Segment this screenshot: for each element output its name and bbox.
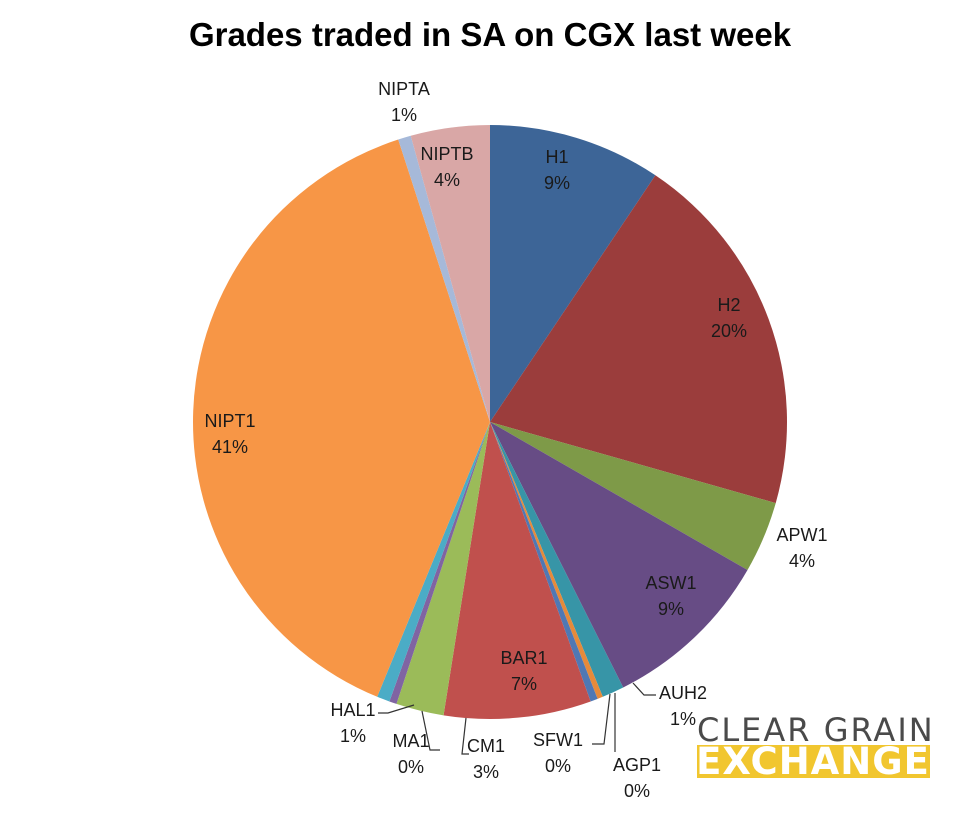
leader-lines <box>378 682 656 755</box>
slice-label-percent: 41% <box>212 437 248 457</box>
slice-label-cm1: CM1 3% <box>467 736 505 782</box>
slice-label-percent: 9% <box>658 599 684 619</box>
slice-asw1 <box>490 422 748 688</box>
slice-niptb <box>410 125 490 422</box>
slice-label-percent: 1% <box>670 709 696 729</box>
slice-label-name: BAR1 <box>500 648 547 668</box>
slice-nipt1 <box>193 139 490 697</box>
slice-label-h2: H2 20% <box>711 295 747 341</box>
slice-agp1 <box>490 422 603 699</box>
slice-label-nipta: NIPTA 1% <box>378 79 430 125</box>
slice-label-percent: 0% <box>545 756 571 776</box>
slice-label-niptb: NIPTB 4% <box>420 144 473 190</box>
slice-label-percent: 4% <box>434 170 460 190</box>
slice-label-name: H2 <box>717 295 740 315</box>
slice-sfw1 <box>490 422 598 702</box>
slice-label-name: MA1 <box>392 731 429 751</box>
slice-label-name: AGP1 <box>613 755 661 775</box>
slice-label-name: NIPT1 <box>204 411 255 431</box>
leader-ma1 <box>421 710 440 751</box>
slice-hal1 <box>377 422 490 702</box>
slice-label-percent: 7% <box>511 674 537 694</box>
slice-label-percent: 4% <box>789 551 815 571</box>
slice-h1 <box>490 125 656 422</box>
slice-auh2 <box>490 422 624 697</box>
leader-sfw1 <box>592 693 611 745</box>
slice-label-name: NIPTB <box>420 144 473 164</box>
slice-label-percent: 3% <box>473 762 499 782</box>
slice-label-name: CM1 <box>467 736 505 756</box>
slice-labels: H1 9%H2 20%APW1 4%ASW1 9%AUH2 1%AGP1 0%SFW1 0%B… <box>204 79 827 801</box>
slice-label-percent: 0% <box>624 781 650 801</box>
slice-label-ma1: MA1 0% <box>392 731 429 777</box>
slice-label-hal1: HAL1 1% <box>330 700 375 746</box>
slice-label-name: AUH2 <box>659 683 707 703</box>
leader-cm1 <box>461 717 469 755</box>
slice-label-asw1: ASW1 9% <box>645 573 696 619</box>
slice-label-percent: 0% <box>398 757 424 777</box>
slice-label-name: APW1 <box>776 525 827 545</box>
logo-line1: CLEAR GRAIN <box>697 711 935 749</box>
slice-label-h1: H1 9% <box>544 147 570 193</box>
slice-label-percent: 1% <box>340 726 366 746</box>
slice-label-name: NIPTA <box>378 79 430 99</box>
logo-band <box>697 745 930 778</box>
clear-grain-exchange-logo: CLEAR GRAIN EXCHANGE <box>696 711 935 783</box>
slice-label-name: HAL1 <box>330 700 375 720</box>
slice-label-agp1: AGP1 0% <box>613 755 661 801</box>
slice-label-sfw1: SFW1 0% <box>533 730 583 776</box>
slice-label-percent: 9% <box>544 173 570 193</box>
slice-label-name: H1 <box>545 147 568 167</box>
slice-apw1 <box>490 422 776 570</box>
chart-title: Grades traded in SA on CGX last week <box>189 16 792 53</box>
logo-line2: EXCHANGE <box>696 740 930 783</box>
slice-label-auh2: AUH2 1% <box>659 683 707 729</box>
slice-ma1 <box>389 422 490 704</box>
slice-label-apw1: APW1 4% <box>776 525 827 571</box>
slice-label-nipt1: NIPT1 41% <box>204 411 255 457</box>
slice-bar1 <box>443 422 591 719</box>
pie-slices <box>193 125 787 719</box>
slice-nipta <box>398 135 490 422</box>
slice-cm1 <box>396 422 490 716</box>
slice-label-name: ASW1 <box>645 573 696 593</box>
slice-label-percent: 1% <box>391 105 417 125</box>
slice-label-percent: 20% <box>711 321 747 341</box>
leader-hal1 <box>378 704 415 714</box>
slice-h2 <box>490 175 787 504</box>
slice-label-bar1: BAR1 7% <box>500 648 547 694</box>
leader-auh2 <box>632 682 656 696</box>
slice-label-name: SFW1 <box>533 730 583 750</box>
